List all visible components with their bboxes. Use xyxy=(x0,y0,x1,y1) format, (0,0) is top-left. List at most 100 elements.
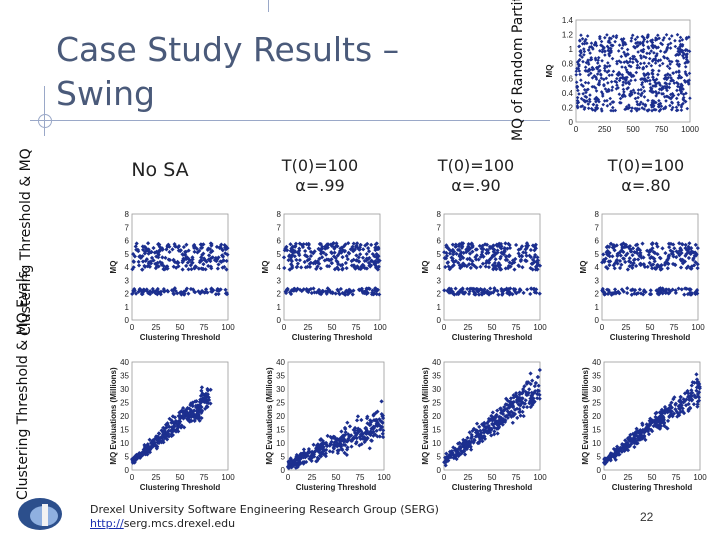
data-point xyxy=(506,263,511,269)
data-point xyxy=(674,80,679,85)
data-point xyxy=(200,252,205,257)
column-header-99: T(0)=100 α=.99 xyxy=(260,156,380,196)
data-point xyxy=(203,267,208,272)
data-point xyxy=(603,49,607,54)
data-point xyxy=(614,243,619,248)
data-point xyxy=(605,89,609,94)
data-point xyxy=(629,89,633,94)
data-point xyxy=(633,106,637,111)
x-tick-label: 1000 xyxy=(681,125,699,134)
data-point xyxy=(575,104,580,108)
data-point xyxy=(673,44,678,49)
data-point xyxy=(216,255,221,260)
x-tick-label: 0 xyxy=(442,473,447,482)
data-point xyxy=(369,419,374,424)
plot-area xyxy=(601,213,699,321)
data-point xyxy=(145,289,150,294)
data-point xyxy=(301,461,306,466)
data-point xyxy=(206,257,211,262)
data-point xyxy=(577,44,582,49)
data-point xyxy=(142,244,147,249)
data-point xyxy=(359,442,364,447)
data-point xyxy=(579,96,584,101)
data-point xyxy=(154,261,159,266)
data-point xyxy=(616,49,621,53)
data-point xyxy=(308,249,314,254)
data-point xyxy=(145,442,150,447)
data-point xyxy=(199,242,204,247)
data-point xyxy=(530,267,535,272)
data-point xyxy=(456,452,461,457)
data-point xyxy=(676,92,681,97)
data-point xyxy=(671,71,675,75)
data-point xyxy=(585,34,590,38)
x-tick-label: 0 xyxy=(130,473,135,482)
data-point xyxy=(662,55,667,60)
data-point xyxy=(661,92,666,96)
data-point xyxy=(479,287,485,292)
data-point xyxy=(650,72,655,76)
data-point xyxy=(636,95,640,100)
data-point xyxy=(611,100,616,104)
data-point xyxy=(347,251,352,256)
y-tick-label: 35 xyxy=(432,372,441,381)
data-point xyxy=(656,72,660,77)
data-point xyxy=(444,253,450,258)
data-point xyxy=(318,437,323,442)
data-point xyxy=(608,40,612,45)
data-point xyxy=(157,244,162,249)
data-point xyxy=(662,36,666,40)
data-point xyxy=(167,249,172,255)
scatter-points xyxy=(600,241,700,297)
data-point xyxy=(175,259,180,264)
data-point xyxy=(318,247,323,252)
data-point xyxy=(689,245,694,251)
data-point xyxy=(583,105,587,110)
data-point xyxy=(341,442,346,447)
data-point xyxy=(653,38,658,42)
data-point xyxy=(658,414,663,419)
data-point xyxy=(295,250,300,255)
data-point xyxy=(355,414,361,419)
data-point xyxy=(369,438,374,443)
data-point xyxy=(617,78,622,83)
x-tick-label: 100 xyxy=(377,473,391,482)
data-point xyxy=(365,421,370,426)
data-point xyxy=(688,250,693,255)
y-tick-label: 4 xyxy=(125,263,130,272)
data-point xyxy=(627,444,632,449)
data-point xyxy=(638,291,644,296)
data-point xyxy=(634,59,639,63)
data-point xyxy=(583,39,587,44)
data-point xyxy=(688,96,692,101)
data-point xyxy=(629,288,634,293)
data-point xyxy=(503,257,508,263)
data-point xyxy=(689,383,694,388)
data-point xyxy=(140,291,145,297)
data-point xyxy=(592,43,597,47)
data-point xyxy=(464,250,469,255)
data-point xyxy=(354,436,359,441)
y-tick-label: 0.6 xyxy=(562,74,574,83)
data-point xyxy=(676,100,680,105)
data-point xyxy=(507,399,512,405)
data-point xyxy=(304,286,309,292)
data-point xyxy=(669,400,674,405)
data-point xyxy=(480,249,485,255)
data-point xyxy=(462,452,468,457)
data-point xyxy=(620,46,624,51)
data-point xyxy=(667,408,672,413)
data-point xyxy=(307,261,312,266)
data-point xyxy=(601,77,606,82)
data-point xyxy=(184,242,189,247)
data-point xyxy=(143,448,148,453)
data-point xyxy=(624,81,628,86)
data-point xyxy=(646,46,651,50)
data-point xyxy=(165,437,170,442)
y-tick-label: 0 xyxy=(437,316,442,325)
x-tick-label: 0 xyxy=(286,473,291,482)
data-point xyxy=(487,290,492,296)
column-header-no-sa: No SA xyxy=(110,160,210,180)
footer-link[interactable]: http:// xyxy=(90,517,124,530)
slide-decor-line-vertical xyxy=(44,86,45,136)
